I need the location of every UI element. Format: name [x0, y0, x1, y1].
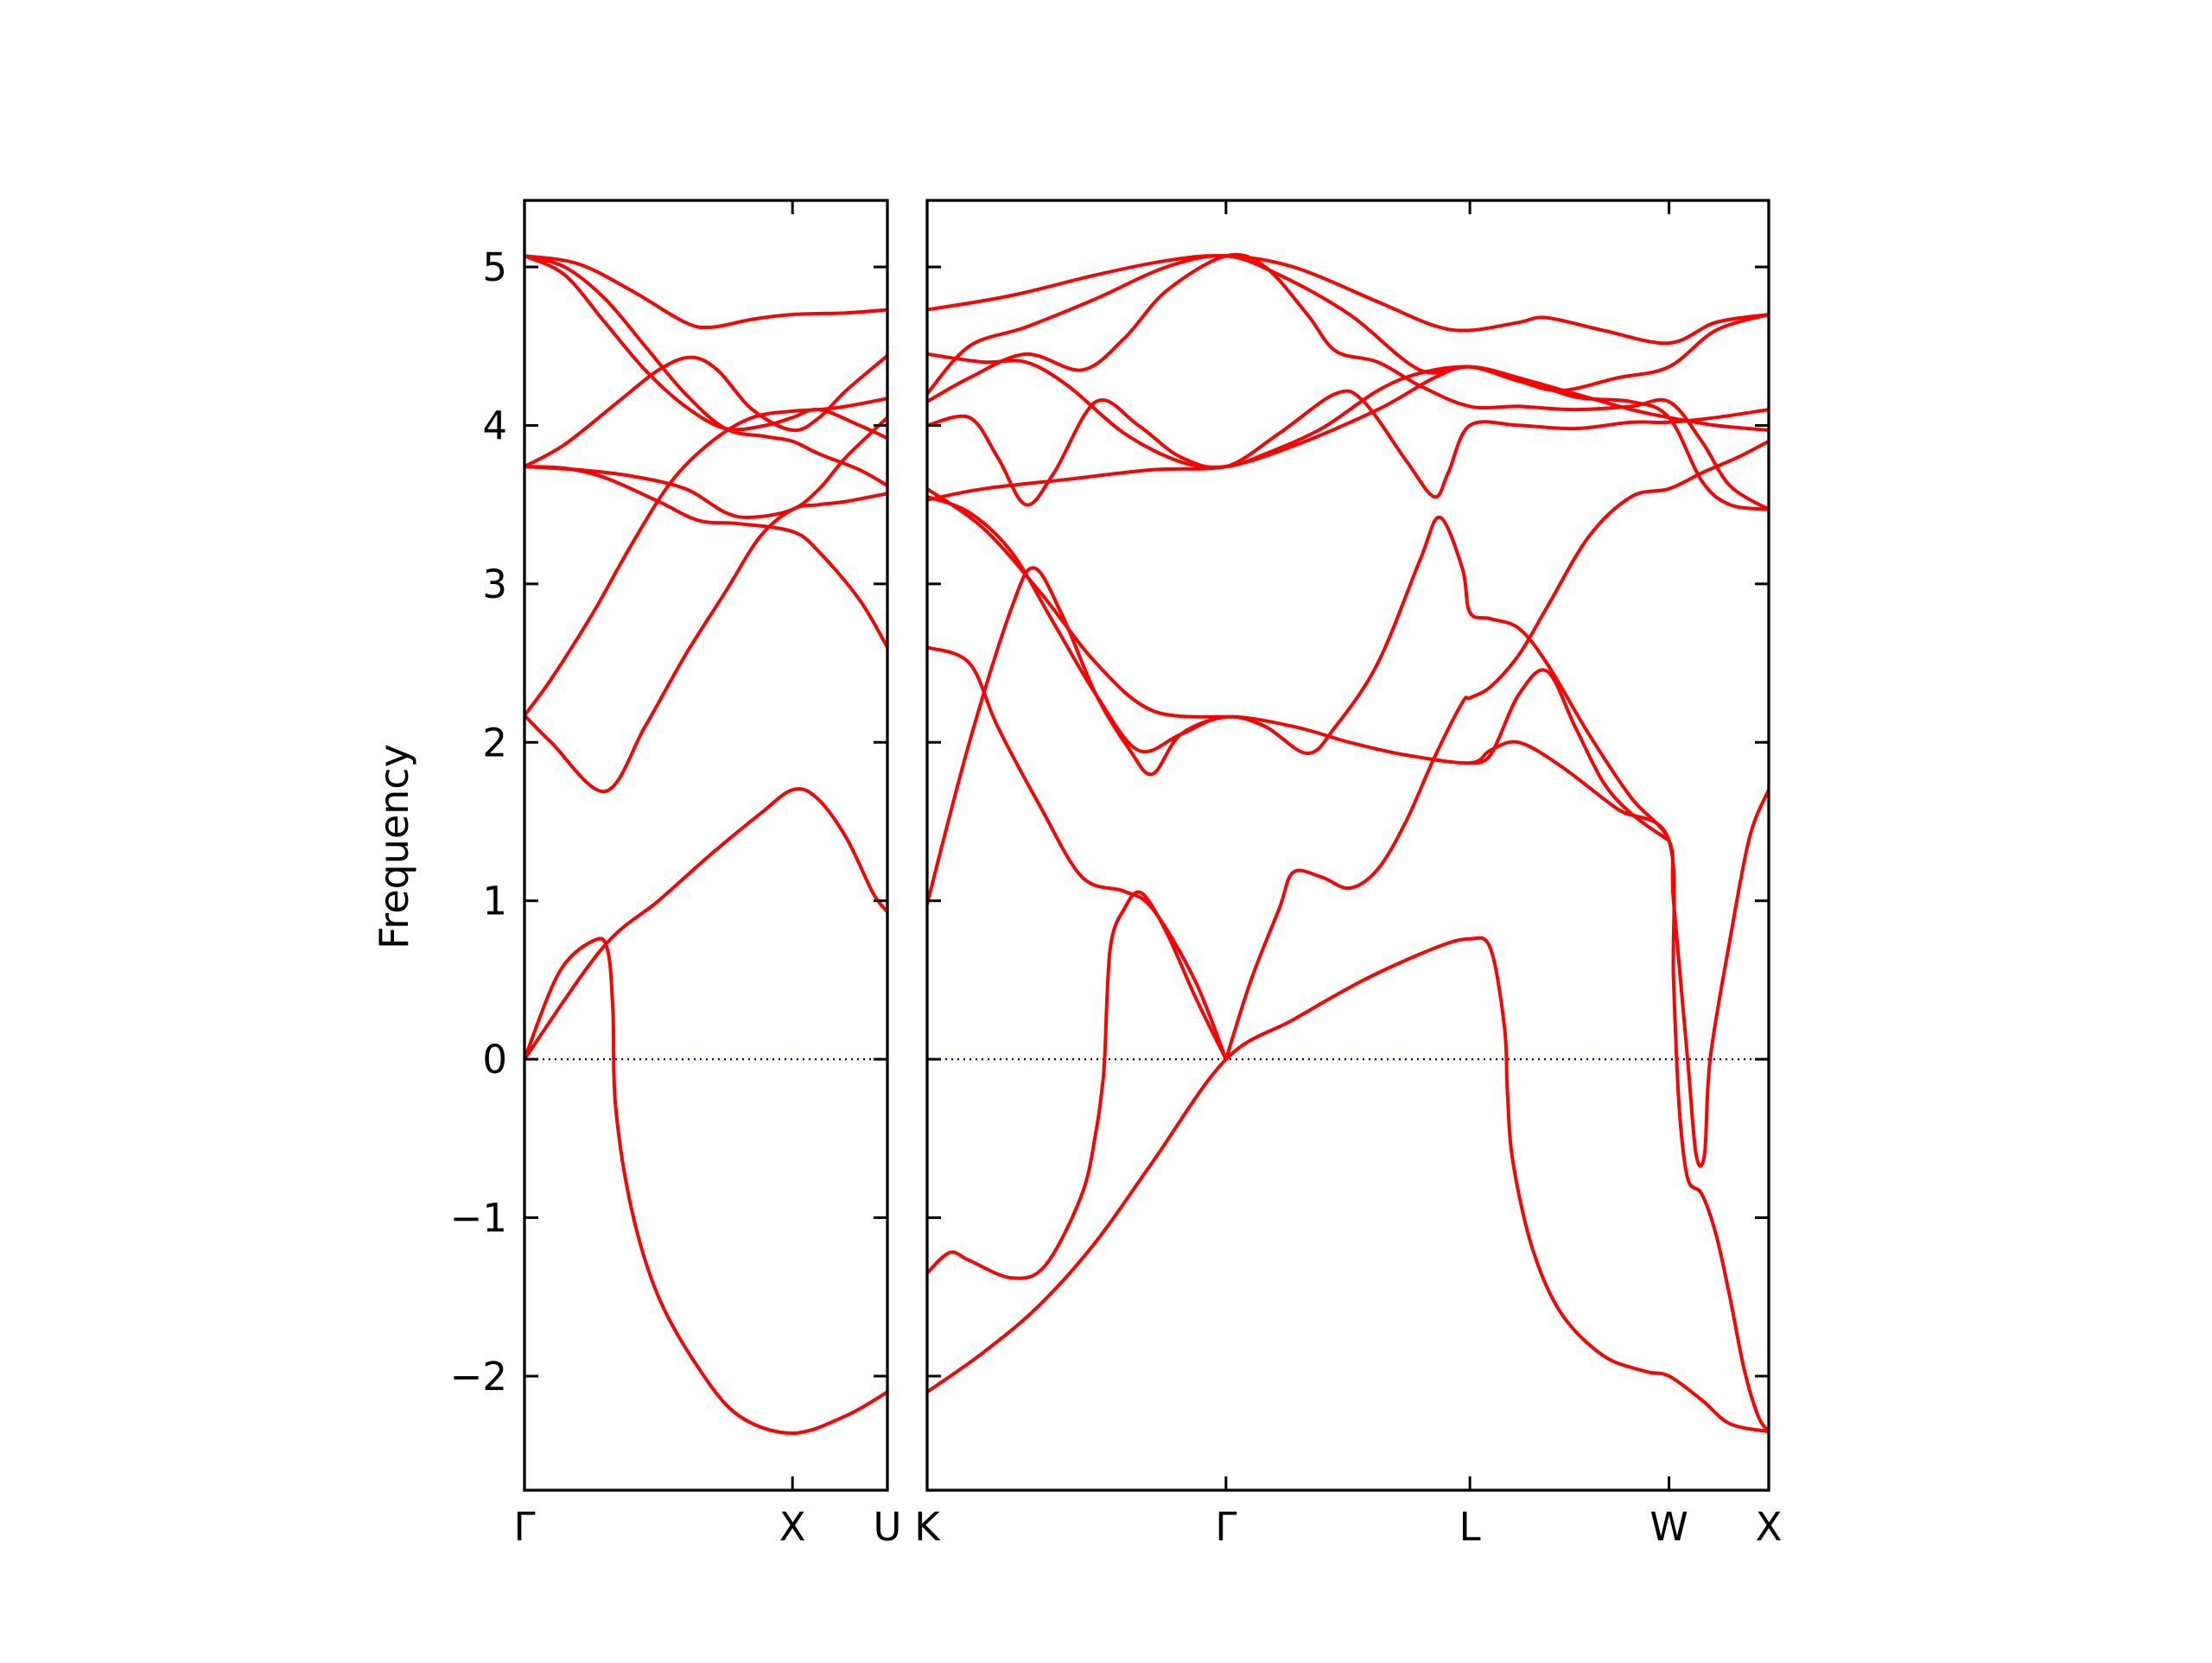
x-tick-label: X — [1756, 1504, 1783, 1550]
y-tick-label: 3 — [482, 562, 507, 607]
band-1-2 — [1224, 439, 1769, 1062]
y-axis-label: Frequency — [371, 744, 417, 949]
y-tick-label: −2 — [450, 1354, 507, 1400]
panel-frame — [925, 199, 1770, 1492]
band-0-9 — [524, 254, 887, 330]
band-0-2 — [524, 492, 887, 794]
panel-gamma-x-u: −2 −1 0 1 2 3 4 5 Γ X U — [450, 199, 902, 1550]
band-0-6 — [524, 353, 887, 469]
band-1-1 — [927, 890, 1228, 1280]
band-1-5 — [927, 495, 1769, 1434]
y-tick-label: 1 — [482, 879, 507, 924]
band-1-10 — [927, 352, 1769, 469]
band-0-5 — [524, 416, 887, 519]
band-1-8 — [927, 365, 1769, 511]
band-1-7 — [927, 486, 1228, 719]
band-1-3 — [927, 645, 1228, 1062]
x-tick-label: K — [914, 1504, 941, 1550]
x-tick-label: Γ — [513, 1504, 535, 1550]
band-1-0 — [927, 936, 1769, 1434]
band-1-12 — [927, 253, 1769, 396]
band-lines — [927, 252, 1769, 1434]
y-tick-label: 4 — [482, 403, 507, 448]
band-0-1 — [524, 787, 887, 1062]
y-tick-label: −1 — [450, 1196, 507, 1241]
band-1-11 — [927, 252, 1769, 511]
band-0-8 — [524, 254, 887, 441]
band-lines — [524, 254, 887, 1435]
y-tick-label: 5 — [482, 244, 507, 290]
band-1-4 — [927, 515, 1769, 1168]
x-tick-label: L — [1459, 1504, 1481, 1550]
x-tick-label: U — [874, 1504, 902, 1550]
x-tick-label: X — [779, 1504, 806, 1550]
x-tick-label: Γ — [1215, 1504, 1236, 1550]
y-tick-label: 2 — [482, 720, 507, 765]
band-0-0 — [524, 936, 887, 1435]
x-tick-label: W — [1649, 1504, 1688, 1550]
panel-frame — [523, 199, 889, 1492]
band-1-13 — [927, 253, 1769, 346]
band-1-9 — [927, 389, 1769, 507]
band-1-6 — [1468, 668, 1671, 842]
y-tick-label: 0 — [482, 1037, 507, 1082]
band-0-3 — [524, 397, 887, 718]
